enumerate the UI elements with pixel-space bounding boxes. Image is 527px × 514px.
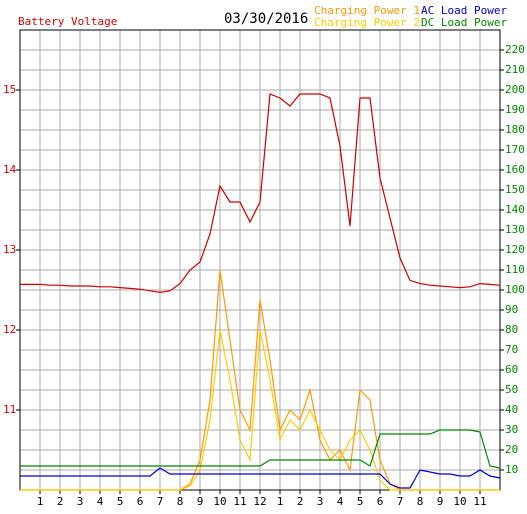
y-tick-label: 11 (3, 403, 16, 416)
x-tick-label: 10 (453, 495, 466, 508)
y2-tick-label: 90 (505, 303, 518, 316)
x-tick-label: 8 (417, 495, 424, 508)
series-line (20, 93, 501, 294)
legend-entry: Charging Power 1 (314, 4, 420, 17)
x-tick-label: 6 (377, 495, 384, 508)
x-tick-label: 10 (213, 495, 226, 508)
legend-entry: Charging Power 2 (314, 16, 420, 29)
x-tick-label: 3 (317, 495, 324, 508)
y2-tick-label: 60 (505, 363, 518, 376)
y2-tick-label: 80 (505, 323, 518, 336)
y-tick-label: 13 (3, 243, 16, 256)
x-tick-label: 6 (137, 495, 144, 508)
y2-tick-label: 200 (505, 83, 525, 96)
chart-title: Battery Voltage (18, 15, 117, 28)
x-tick-label: 1 (277, 495, 284, 508)
y2-tick-label: 170 (505, 143, 525, 156)
x-tick-label: 11 (473, 495, 486, 508)
x-tick-label: 5 (357, 495, 364, 508)
y2-tick-label: 70 (505, 343, 518, 356)
x-tick-label: 9 (437, 495, 444, 508)
x-tick-label: 4 (337, 495, 344, 508)
x-tick-label: 5 (117, 495, 124, 508)
legend-entry: DC Load Power (421, 16, 507, 29)
y2-tick-label: 20 (505, 443, 518, 456)
series-line (20, 429, 501, 469)
x-tick-label: 8 (177, 495, 184, 508)
y2-tick-label: 180 (505, 123, 525, 136)
legend-entry: AC Load Power (421, 4, 507, 17)
x-tick-label: 4 (97, 495, 104, 508)
x-tick-label: 11 (233, 495, 246, 508)
plot-frame (19, 29, 501, 491)
y2-tick-label: 100 (505, 283, 525, 296)
y2-tick-label: 220 (505, 43, 525, 56)
x-tick-label: 7 (397, 495, 404, 508)
y2-tick-label: 10 (505, 463, 518, 476)
x-tick-label: 9 (197, 495, 204, 508)
y2-tick-label: 150 (505, 183, 525, 196)
series-line (20, 329, 500, 491)
y2-tick-label: 210 (505, 63, 525, 76)
y2-tick-label: 160 (505, 163, 525, 176)
y-tick-label: 14 (3, 163, 17, 176)
y2-tick-label: 110 (505, 263, 525, 276)
y2-tick-label: 50 (505, 383, 518, 396)
y2-tick-label: 30 (505, 423, 518, 436)
y2-tick-label: 190 (505, 103, 525, 116)
x-tick-label: 1 (37, 495, 44, 508)
x-tick-label: 12 (253, 495, 266, 508)
y2-tick-label: 40 (505, 403, 518, 416)
x-tick-label: 7 (157, 495, 164, 508)
chart-date: 03/30/2016 (224, 11, 308, 27)
x-tick-label: 3 (77, 495, 84, 508)
y-tick-label: 15 (3, 83, 16, 96)
x-tick-label: 2 (297, 495, 304, 508)
x-tick-label: 2 (57, 495, 64, 508)
y-tick-label: 12 (3, 323, 16, 336)
y2-tick-label: 120 (505, 243, 525, 256)
y2-tick-label: 140 (505, 203, 525, 216)
series-line (20, 467, 501, 489)
y2-tick-label: 130 (505, 223, 525, 236)
